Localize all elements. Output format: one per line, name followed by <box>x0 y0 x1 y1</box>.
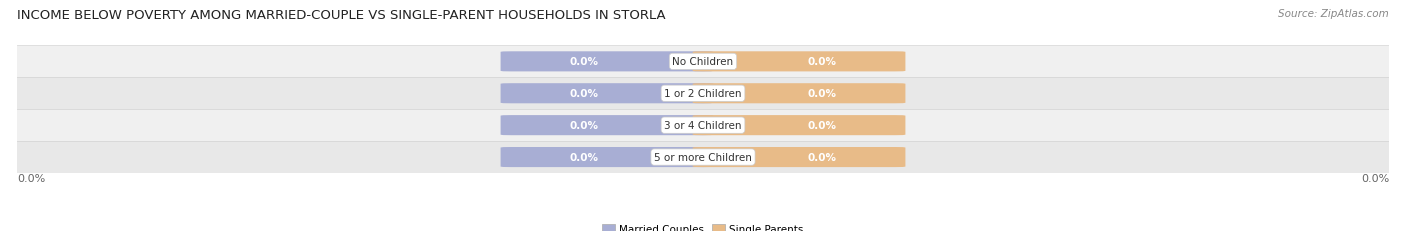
Text: 0.0%: 0.0% <box>569 89 599 99</box>
Text: 0.0%: 0.0% <box>569 121 599 131</box>
Legend: Married Couples, Single Parents: Married Couples, Single Parents <box>599 220 807 231</box>
Text: 3 or 4 Children: 3 or 4 Children <box>664 121 742 131</box>
FancyBboxPatch shape <box>501 116 713 136</box>
Text: 0.0%: 0.0% <box>807 57 837 67</box>
Text: 0.0%: 0.0% <box>17 173 45 183</box>
FancyBboxPatch shape <box>693 116 905 136</box>
Text: 0.0%: 0.0% <box>1361 173 1389 183</box>
FancyBboxPatch shape <box>693 52 905 72</box>
Bar <box>17 46 1389 78</box>
Text: 0.0%: 0.0% <box>807 121 837 131</box>
Text: 0.0%: 0.0% <box>807 152 837 162</box>
Text: 0.0%: 0.0% <box>569 57 599 67</box>
Text: Source: ZipAtlas.com: Source: ZipAtlas.com <box>1278 9 1389 19</box>
FancyBboxPatch shape <box>693 84 905 104</box>
Text: INCOME BELOW POVERTY AMONG MARRIED-COUPLE VS SINGLE-PARENT HOUSEHOLDS IN STORLA: INCOME BELOW POVERTY AMONG MARRIED-COUPL… <box>17 9 665 22</box>
Text: 0.0%: 0.0% <box>569 152 599 162</box>
FancyBboxPatch shape <box>693 147 905 167</box>
Text: 0.0%: 0.0% <box>807 89 837 99</box>
FancyBboxPatch shape <box>501 84 713 104</box>
Bar <box>17 141 1389 173</box>
FancyBboxPatch shape <box>501 52 713 72</box>
Text: 1 or 2 Children: 1 or 2 Children <box>664 89 742 99</box>
Bar <box>17 78 1389 110</box>
Text: 5 or more Children: 5 or more Children <box>654 152 752 162</box>
FancyBboxPatch shape <box>501 147 713 167</box>
Bar <box>17 110 1389 141</box>
Text: No Children: No Children <box>672 57 734 67</box>
